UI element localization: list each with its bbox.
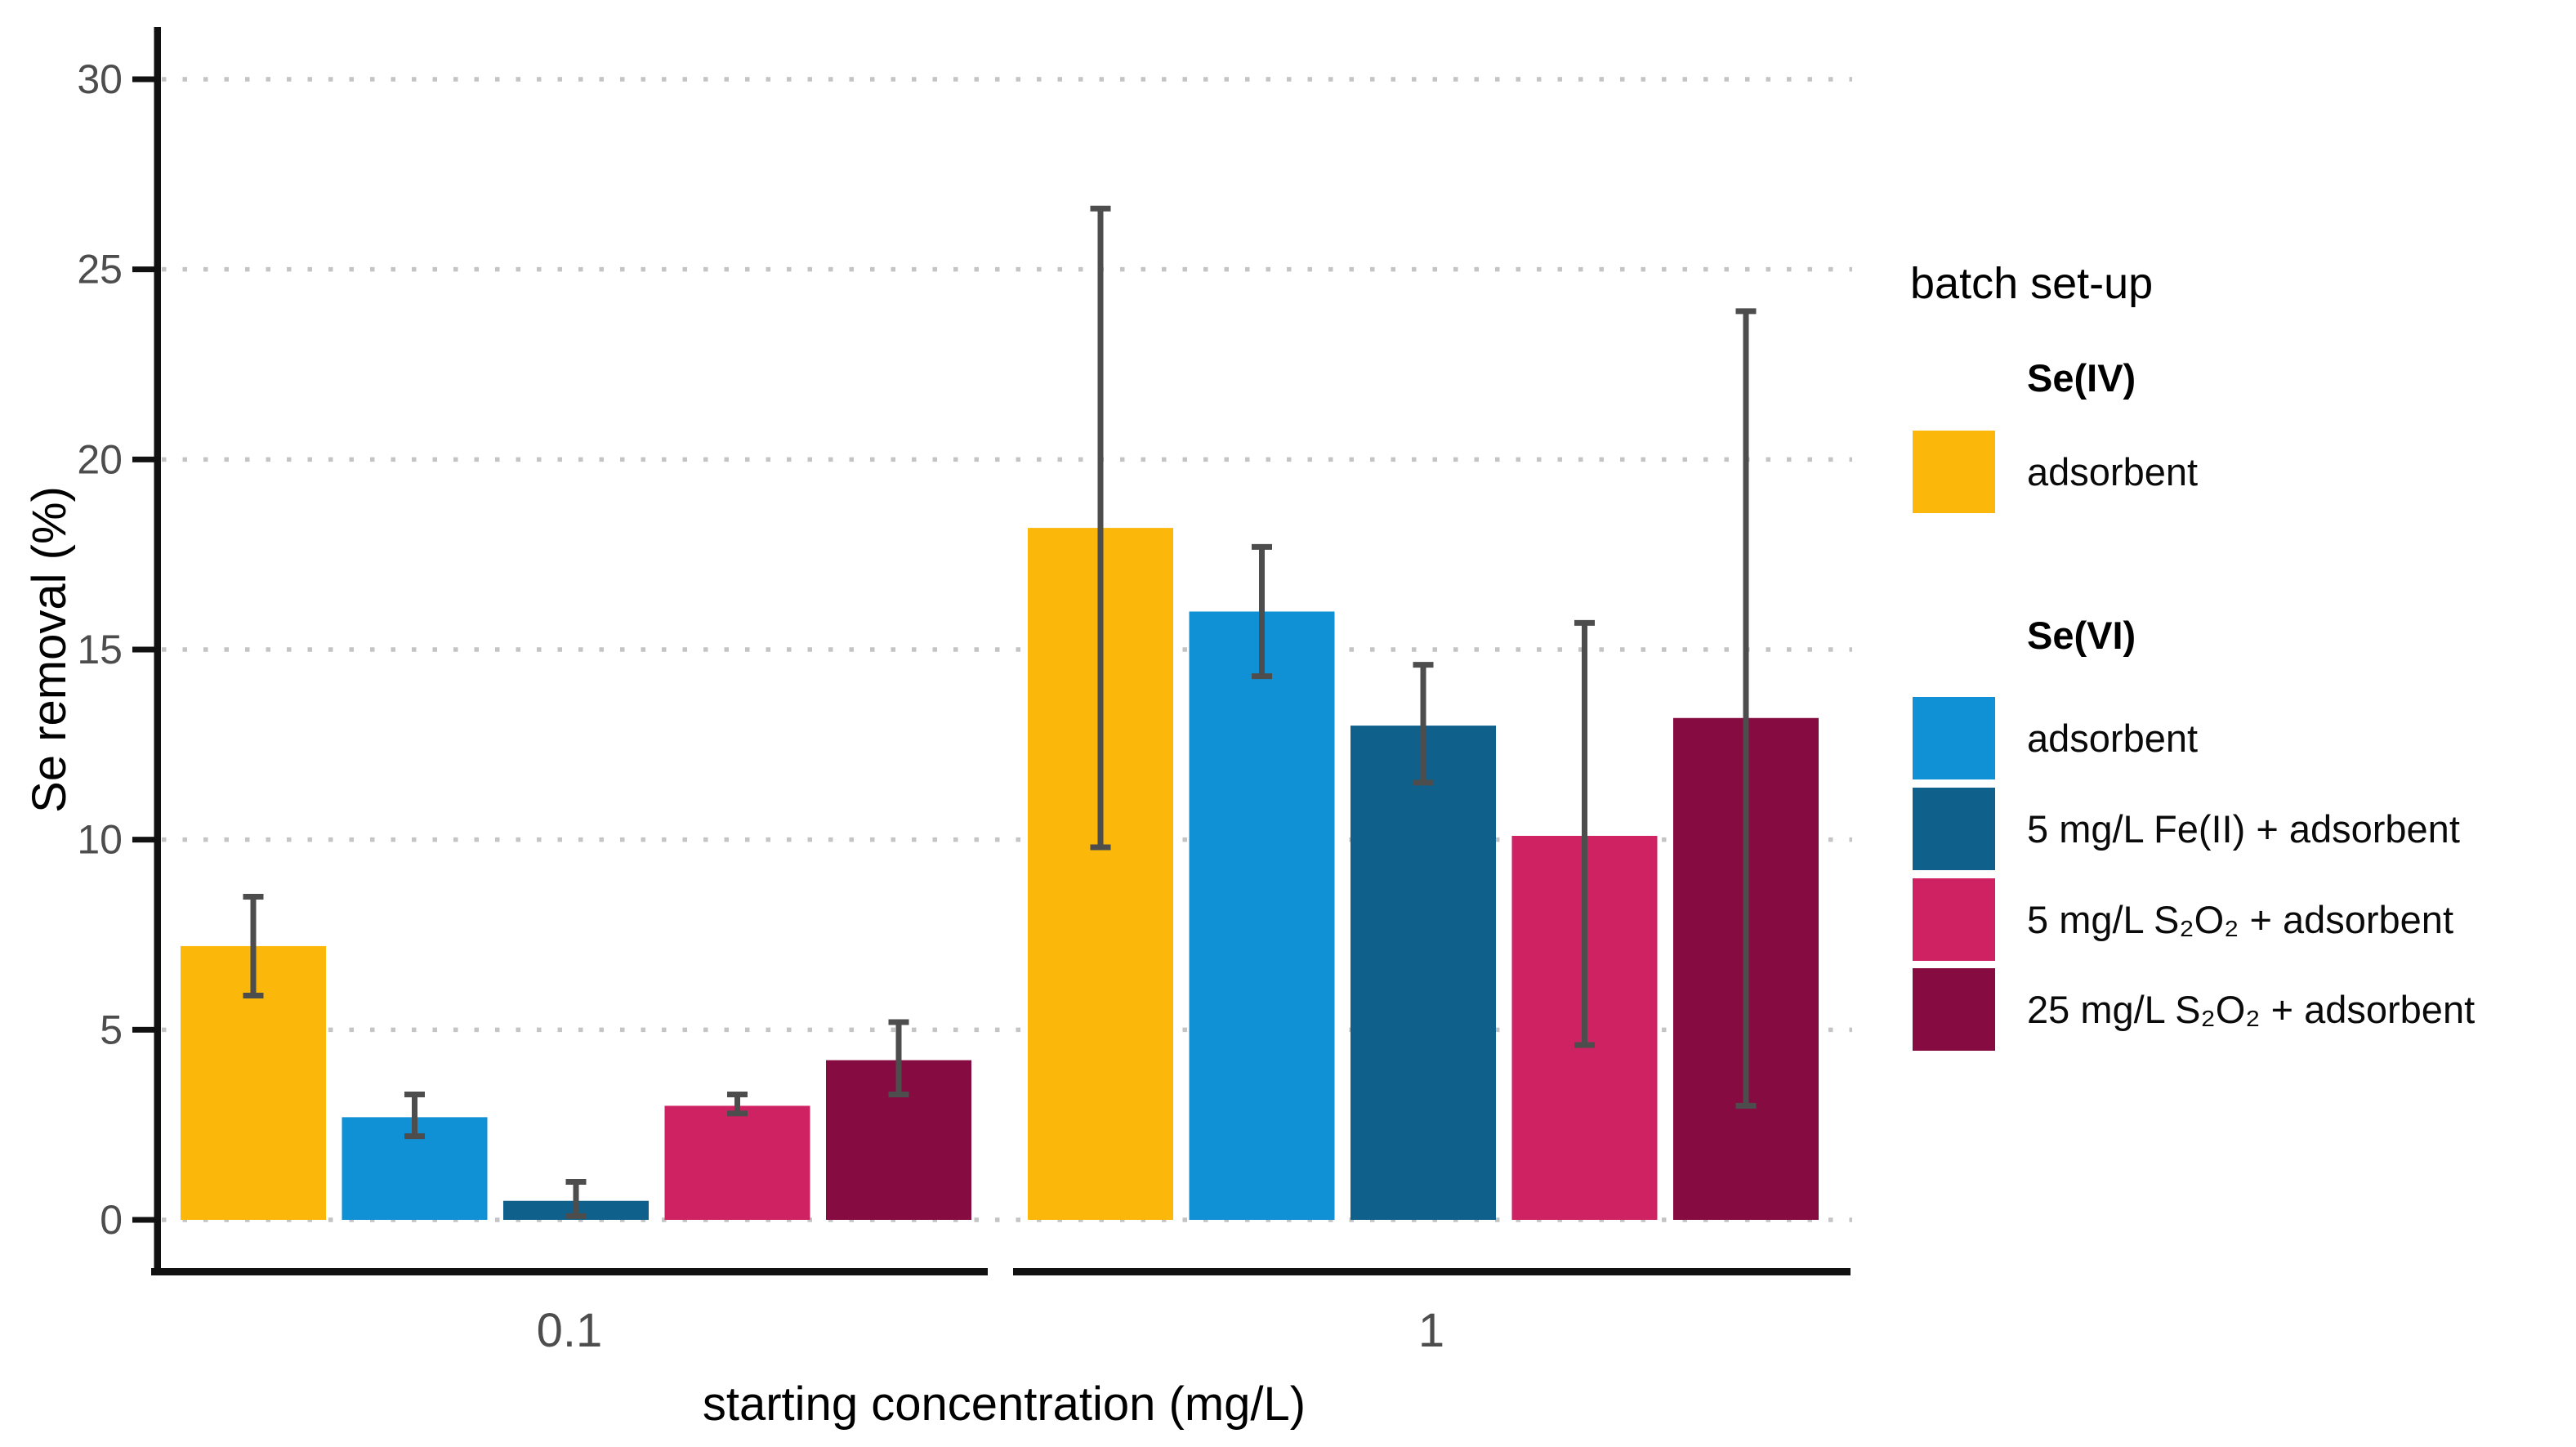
x-tick-label-0.1: 0.1: [537, 1304, 603, 1357]
error-bar-1-se-vi-5-mg-l-fe-ii-adsorbent: [1413, 662, 1434, 786]
y-tick-label-5: 5: [100, 1007, 123, 1052]
error-bar-1-se-vi-5-mg-l-s-o-adsorbent: [1574, 619, 1595, 1048]
y-tick-label-15: 15: [77, 627, 123, 672]
y-tick-25: [132, 266, 154, 273]
x-axis-line-0.1: [151, 1268, 988, 1275]
legend-item-label: 5 mg/L Fe(II) + adsorbent: [2027, 806, 2460, 851]
bar-1-se-vi-5-mg-l-fe-ii-adsorbent: [1351, 726, 1496, 1220]
y-tick-20: [132, 456, 154, 462]
legend-item-se-vi-5-mg-l-fe-ii-adsorbent: 5 mg/L Fe(II) + adsorbent: [1913, 787, 2460, 870]
legend-item-label: adsorbent: [2027, 450, 2199, 493]
error-bar-0.1-se-vi-adsorbent: [404, 1091, 425, 1140]
bar-1-se-vi-adsorbent: [1189, 611, 1335, 1220]
x-tick-label-1: 1: [1418, 1304, 1444, 1357]
legend-group-header-se-iv: Se(IV): [2027, 356, 2136, 400]
legend-item-label: 5 mg/L S₂O₂ + adsorbent: [2027, 897, 2454, 941]
error-bar-0.1-se-vi-25-mg-l-s-o-adsorbent: [888, 1019, 909, 1097]
error-bar-1-se-iv-adsorbent: [1090, 205, 1111, 851]
error-bar-1-se-vi-adsorbent: [1252, 543, 1272, 680]
error-bar-0.1-se-iv-adsorbent: [243, 893, 264, 998]
legend-group-header-se-vi: Se(VI): [2027, 614, 2136, 657]
y-tick-label-25: 25: [77, 247, 123, 293]
legend-swatch: [1913, 878, 1995, 961]
y-tick-label-30: 30: [77, 56, 123, 102]
x-axis-title: starting concentration (mg/L): [703, 1378, 1306, 1431]
legend-item-se-iv-adsorbent: adsorbent: [1913, 431, 2198, 513]
error-bar-0.1-se-vi-5-mg-l-s-o-adsorbent: [727, 1091, 748, 1117]
y-tick-label-20: 20: [77, 436, 123, 482]
y-axis-title: Se removal (%): [23, 486, 76, 813]
legend-item-label: 25 mg/L S₂O₂ + adsorbent: [2027, 988, 2476, 1032]
legend-swatch: [1913, 968, 1995, 1052]
legend-item-label: adsorbent: [2027, 717, 2199, 760]
legend-item-se-vi-25-mg-l-s-o-adsorbent: 25 mg/L S₂O₂ + adsorbent: [1913, 968, 2476, 1052]
x-axis-line-1: [1013, 1268, 1851, 1275]
legend-swatch: [1913, 697, 1995, 779]
error-bar-0.1-se-vi-5-mg-l-fe-ii-adsorbent: [565, 1178, 587, 1219]
y-tick-15: [132, 646, 154, 653]
y-axis-line: [154, 27, 161, 1275]
legend-swatch: [1913, 431, 1995, 513]
y-tick-10: [132, 837, 154, 843]
error-bar-1-se-vi-25-mg-l-s-o-adsorbent: [1735, 308, 1757, 1109]
legend-item-se-vi-5-mg-l-s-o-adsorbent: 5 mg/L S₂O₂ + adsorbent: [1913, 878, 2453, 961]
legend-title: batch set-up: [1910, 259, 2154, 308]
y-tick-label-0: 0: [100, 1197, 123, 1243]
y-tick-5: [132, 1026, 154, 1033]
legend-item-se-vi-adsorbent: adsorbent: [1913, 697, 2198, 779]
bar-0.1-se-vi-5-mg-l-s-o-adsorbent: [664, 1105, 810, 1220]
y-tick-label-10: 10: [77, 817, 123, 863]
y-tick-30: [132, 76, 154, 83]
y-tick-0: [132, 1217, 154, 1223]
legend-swatch: [1913, 787, 1995, 870]
